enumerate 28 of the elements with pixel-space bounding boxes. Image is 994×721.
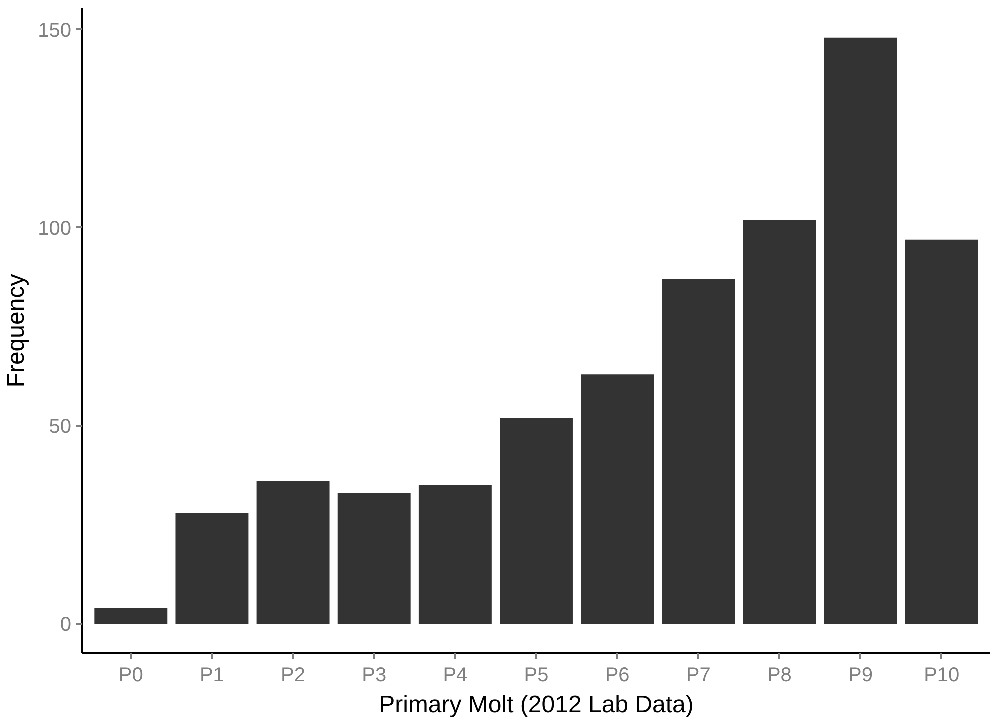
y-tick-label: 150 [38, 20, 72, 42]
x-tick-label: P6 [605, 664, 630, 686]
x-tick-label: P4 [443, 664, 468, 686]
x-axis-title: Primary Molt (2012 Lab Data) [379, 692, 694, 718]
x-tick-label: P1 [200, 664, 224, 686]
x-tick-label: P10 [924, 664, 960, 686]
x-tick-label: P2 [281, 664, 306, 686]
x-tick-label: P0 [118, 664, 144, 686]
x-tick-label: P3 [362, 664, 387, 686]
bar [418, 486, 492, 624]
bar [94, 608, 168, 624]
bar [581, 374, 654, 624]
x-tick-label: P9 [848, 664, 874, 686]
bar [743, 220, 816, 624]
bar [662, 279, 736, 624]
bar [176, 513, 249, 624]
bar [500, 418, 573, 624]
bar [824, 38, 898, 624]
x-tick-label: P5 [524, 664, 549, 686]
x-tick-label: P7 [686, 664, 711, 686]
x-tick-label: P8 [767, 664, 792, 686]
bar [338, 493, 411, 624]
y-tick-label: 0 [60, 614, 72, 636]
bar [256, 482, 330, 624]
y-axis-title: Frequency [3, 274, 30, 388]
y-tick-label: 50 [49, 416, 72, 438]
y-tick-label: 100 [38, 218, 72, 240]
bar [905, 240, 978, 624]
